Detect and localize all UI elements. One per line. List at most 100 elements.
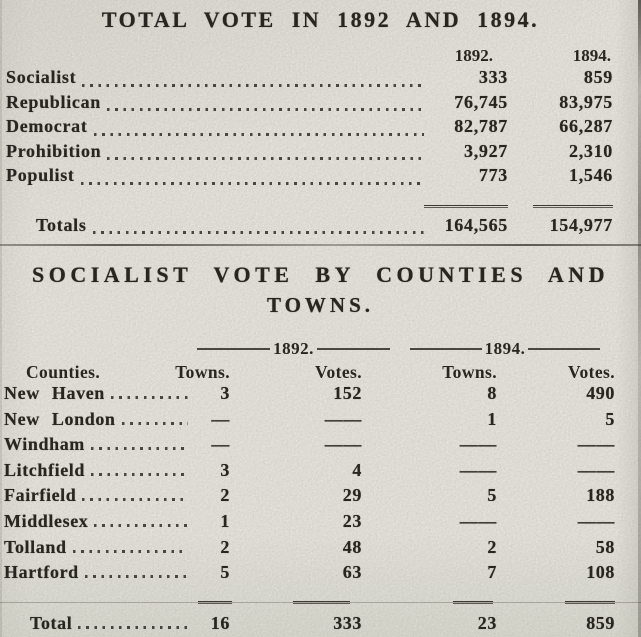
towns-1894: —— [459, 510, 497, 531]
table-row: New London — —— 1 5 [4, 409, 615, 435]
table-row: Tolland 2 48 2 58 [4, 537, 615, 563]
column-header-votes-1892: Votes. [315, 362, 362, 382]
votes-1892: 76,745 [454, 91, 508, 112]
group-header-1894: 1894. [484, 339, 526, 358]
rule-line [565, 600, 615, 604]
towns-1892: 3 [220, 383, 230, 403]
county-label: Litchfield [4, 459, 85, 480]
votes-1894: 1,546 [569, 165, 613, 185]
dot-leader [92, 231, 424, 234]
column-header-towns-1894: Towns. [442, 362, 497, 382]
dot-leader [72, 549, 188, 553]
group-gap [390, 339, 410, 359]
column-header-1894: 1894. [572, 46, 611, 65]
rule-line [197, 348, 271, 350]
county-cell: Total 16 [4, 613, 230, 634]
votes-1894: 58 [595, 536, 615, 557]
county-label: Windham [4, 434, 85, 455]
county-cell: Fairfield 2 [4, 485, 230, 506]
towns-1894: 1 [487, 408, 497, 429]
towns-1892: 16 [210, 612, 230, 633]
table-row: Litchfield 3 4 —— —— [4, 460, 615, 486]
total-label: Total [30, 612, 73, 633]
towns-1894: —— [459, 434, 497, 455]
table-row: Middlesex 1 23 —— —— [4, 511, 615, 537]
rule-line [533, 204, 613, 208]
dot-leader [107, 108, 424, 111]
votes-1892: 3,927 [464, 140, 508, 161]
towns-1892: 5 [220, 562, 230, 583]
votes-1892: 29 [342, 485, 362, 506]
votes-1892: 23 [342, 510, 362, 531]
column-header-counties: Counties. [26, 362, 101, 382]
towns-1892: 2 [220, 485, 230, 506]
column-header-votes-1894: Votes. [568, 362, 615, 382]
dot-leader [110, 396, 188, 399]
column-header-1892: 1892. [454, 46, 493, 65]
section-divider [0, 244, 641, 246]
table-row: Windham — —— —— —— [4, 434, 615, 460]
votes-1894: 859 [586, 612, 615, 633]
county-cell: Hartford 5 [4, 562, 230, 583]
socialist-vote-table: 1892. 1894. Counties. Towns. Votes. Town… [0, 339, 641, 637]
county-header-cell: Counties. Towns. [4, 362, 230, 383]
county-cell: New London — [4, 409, 230, 430]
towns-1892: — [211, 408, 230, 429]
towns-1894: 23 [477, 612, 497, 633]
total-rule-lines [0, 600, 641, 605]
totals-1894: 154,977 [549, 214, 613, 235]
party-label: Prohibition [6, 140, 102, 161]
dot-leader [107, 157, 424, 160]
table-row: Socialist 333 859 [6, 67, 613, 92]
dot-leader [80, 181, 424, 185]
votes-1894: 490 [586, 383, 615, 403]
votes-1892: —— [324, 408, 362, 429]
county-cell: Tolland 2 [4, 537, 230, 558]
votes-1892: 333 [478, 67, 508, 87]
table1-column-headers: 1892. 1894. [6, 46, 613, 67]
votes-1892: 48 [342, 536, 362, 557]
party-label: Democrat [6, 116, 88, 136]
dot-leader [90, 447, 188, 451]
towns-1892: 2 [220, 536, 230, 557]
votes-1894: 108 [586, 562, 615, 583]
votes-1894: —— [577, 459, 615, 480]
county-cell: Middlesex 1 [4, 511, 230, 532]
rule-line [293, 600, 350, 604]
votes-1894: 83,975 [559, 91, 613, 112]
votes-1892: —— [324, 434, 362, 455]
table2-title-line1: SOCIALIST VOTE BY COUNTIES AND [31, 262, 610, 287]
total-vote-table: 1892. 1894. Socialist 333 859 Republican… [0, 46, 641, 239]
rule-line [198, 600, 232, 604]
dot-leader [94, 523, 188, 527]
totals-label: Totals [36, 214, 87, 235]
votes-1892: 63 [342, 562, 362, 583]
towns-1892: — [211, 434, 230, 455]
rule-line [424, 204, 508, 208]
towns-1892: 3 [220, 459, 230, 480]
votes-1894: 66,287 [559, 116, 613, 136]
towns-1894: 5 [487, 485, 497, 506]
table-row: Prohibition 3,927 2,310 [6, 141, 613, 166]
table1-title: TOTAL VOTE IN 1892 AND 1894. [101, 7, 540, 32]
group-1892: 1892. [197, 339, 390, 359]
votes-1894: —— [577, 510, 615, 531]
county-cell: Litchfield 3 [4, 460, 230, 481]
dot-leader [84, 575, 188, 579]
county-label: Fairfield [4, 485, 77, 506]
table2-title-line2: TOWNS. [266, 293, 375, 317]
rule-line [528, 348, 600, 350]
dot-leader [93, 132, 424, 136]
county-label: Hartford [4, 562, 79, 583]
totals-row: Totals 164,565 154,977 [6, 215, 613, 240]
county-label: New Haven [4, 383, 105, 403]
dot-leader [121, 421, 188, 425]
dot-leader [91, 472, 188, 476]
year-group-headers: 1892. 1894. [4, 339, 615, 359]
votes-1894: 2,310 [569, 140, 613, 161]
county-label: New London [4, 408, 116, 429]
votes-1892: 333 [333, 612, 362, 633]
table-row: Fairfield 2 29 5 188 [4, 485, 615, 511]
